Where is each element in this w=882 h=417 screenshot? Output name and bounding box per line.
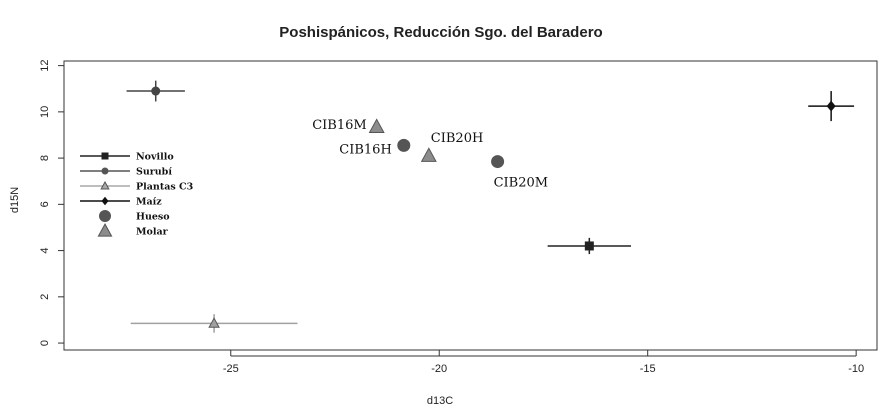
sample-point: CIB16M — [312, 118, 385, 133]
legend-label: Surubí — [136, 167, 172, 178]
legend-entry: Hueso — [99, 210, 170, 223]
y-tick-label: 12 — [39, 59, 51, 71]
x-tick-label: -25 — [223, 363, 239, 375]
x-axis-label: d13C — [427, 395, 453, 407]
legend-label: Molar — [136, 227, 169, 238]
y-axis-label: d15N — [9, 187, 21, 213]
legend-entry: Maíz — [80, 197, 162, 208]
x-tick-label: -15 — [640, 363, 656, 375]
legend-label: Hueso — [136, 212, 170, 223]
sample-points: CIB16M CIB16H CIB20H CIB20M — [312, 118, 548, 191]
legend-entry: Surubí — [80, 167, 172, 178]
y-tick-label: 0 — [39, 340, 51, 346]
sample-point: CIB20M — [491, 155, 548, 191]
y-axis: 0 2 4 6 8 10 12 — [39, 59, 64, 346]
x-tick-label: -10 — [848, 363, 864, 375]
legend-label: Maíz — [136, 197, 162, 208]
sample-marker — [368, 118, 385, 133]
reference-marker — [584, 241, 594, 251]
sample-point: CIB20H — [420, 131, 484, 162]
legend-marker — [101, 152, 109, 160]
y-tick-label: 10 — [39, 106, 51, 118]
reference-marker — [208, 317, 220, 328]
sample-label: CIB16M — [312, 118, 367, 133]
sample-marker — [420, 147, 437, 162]
reference-points — [126, 80, 855, 333]
legend-marker — [101, 196, 109, 206]
sample-label: CIB16H — [339, 142, 392, 157]
chart-title: Poshispánicos, Reducción Sgo. del Barade… — [279, 24, 602, 41]
legend-entry: Molar — [97, 223, 169, 238]
sample-point: CIB16H — [339, 138, 411, 157]
reference-point — [130, 314, 298, 333]
sample-marker — [491, 155, 505, 169]
reference-point — [547, 237, 632, 255]
reference-point — [808, 91, 855, 122]
sample-label: CIB20M — [494, 176, 548, 191]
y-tick-label: 2 — [39, 294, 51, 300]
legend-label: Novillo — [136, 152, 174, 163]
y-tick-label: 6 — [39, 201, 51, 207]
sample-label: CIB20H — [431, 131, 484, 146]
legend-marker — [101, 167, 109, 175]
legend-marker — [97, 223, 113, 237]
x-axis: -25 -20 -15 -10 — [223, 350, 864, 375]
legend-label: Plantas C3 — [136, 182, 193, 193]
legend-marker — [99, 210, 111, 222]
y-tick-label: 4 — [39, 248, 51, 254]
y-tick-label: 8 — [39, 155, 51, 161]
reference-point — [126, 80, 185, 102]
x-tick-label: -20 — [431, 363, 447, 375]
reference-marker — [826, 100, 836, 112]
legend-marker — [100, 180, 110, 190]
legend-entry: Plantas C3 — [80, 180, 193, 193]
sample-marker — [397, 138, 411, 152]
legend-entry: Novillo — [80, 152, 174, 163]
legend: Novillo Surubí Plantas C3 Maíz Hueso Molar — [80, 152, 193, 238]
reference-marker — [151, 86, 161, 96]
plot-frame — [63, 60, 878, 351]
